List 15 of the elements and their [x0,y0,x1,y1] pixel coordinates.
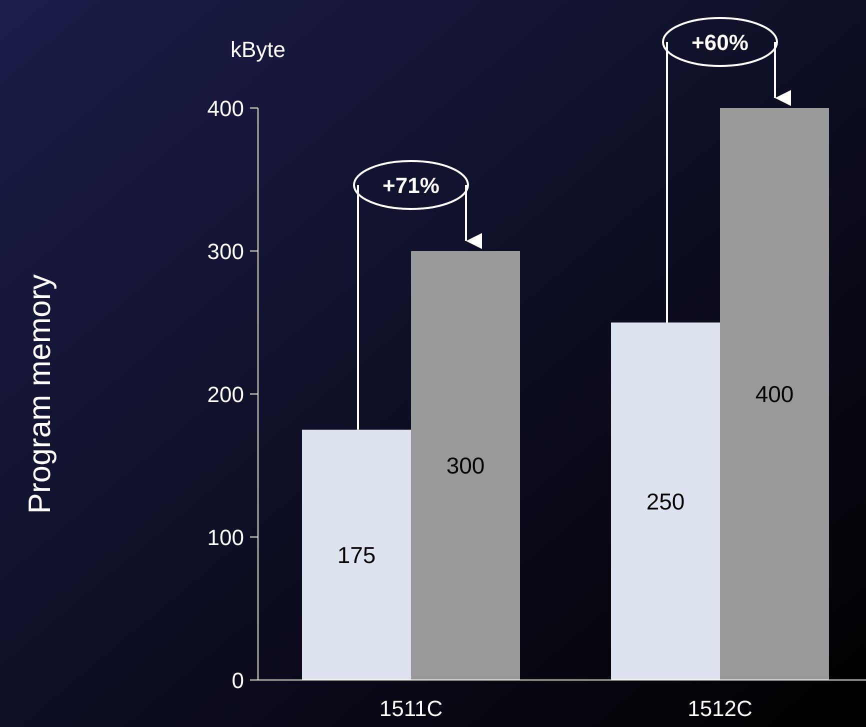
y-tick-label: 200 [207,382,244,407]
x-tick-label: 1511C [379,696,443,721]
y-tick-label: 400 [207,96,244,121]
y-tick-label: 300 [207,239,244,264]
y-axis-title: Program memory [22,274,57,514]
data-label: 175 [337,542,376,568]
data-label: 300 [446,452,485,478]
x-tick-label: 1512C [688,696,753,721]
annotation: +71% [382,173,440,198]
data-label: 400 [755,381,794,407]
y-tick-label: 0 [232,668,244,693]
data-label: 250 [646,488,685,514]
text: +60% [692,30,748,55]
y-tick-label: 100 [207,525,244,550]
text: kByte [230,37,286,62]
